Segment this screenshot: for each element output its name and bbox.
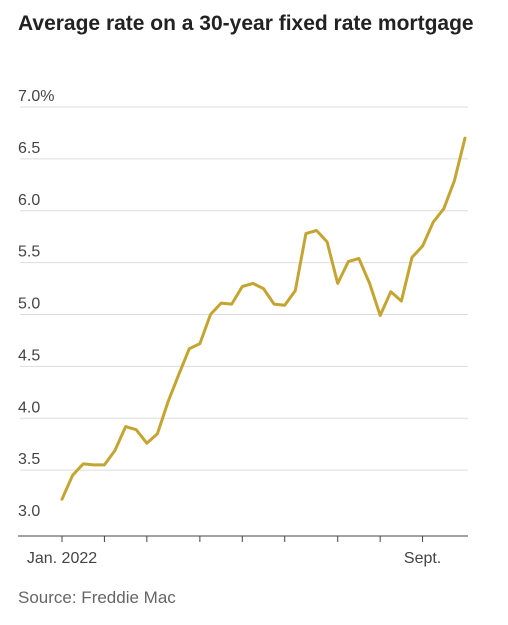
- series-line: [60, 136, 467, 501]
- data-point: [92, 463, 95, 466]
- data-point: [103, 463, 106, 466]
- y-tick-label: 4.5: [18, 347, 40, 364]
- data-point: [61, 498, 64, 501]
- data-point: [368, 282, 371, 285]
- data-point: [209, 313, 212, 316]
- data-point: [379, 314, 382, 317]
- data-point: [357, 257, 360, 260]
- data-point: [336, 282, 339, 285]
- y-tick-label: 3.0: [18, 503, 40, 520]
- x-tick-label: Sept.: [404, 550, 441, 567]
- data-point: [432, 221, 435, 224]
- data-point: [262, 287, 265, 290]
- x-ticks: [61, 536, 424, 542]
- data-point: [220, 302, 223, 305]
- data-point: [304, 232, 307, 235]
- data-point: [326, 240, 329, 243]
- y-tick-label: 5.0: [18, 296, 40, 313]
- y-tick-label: 6.5: [18, 140, 40, 157]
- data-point: [283, 304, 286, 307]
- data-point: [177, 373, 180, 376]
- data-point: [464, 137, 467, 140]
- x-tick-label: Jan. 2022: [27, 550, 97, 567]
- data-point: [124, 425, 127, 428]
- data-point: [453, 179, 456, 182]
- data-point: [167, 400, 170, 403]
- data-point: [71, 474, 74, 477]
- data-point: [135, 428, 138, 431]
- data-point: [230, 303, 233, 306]
- data-point: [273, 303, 276, 306]
- x-tick-labels: Jan. 2022 Sept.: [27, 550, 441, 567]
- y-tick-labels: 7.0% 6.5 6.0 5.5 5.0 4.5 4.0 3.5 3.0: [18, 88, 54, 520]
- y-tick-label: 3.5: [18, 451, 40, 468]
- data-point: [421, 245, 424, 248]
- data-point: [251, 282, 254, 285]
- data-point: [145, 442, 148, 445]
- y-tick-label: 5.5: [18, 244, 40, 261]
- chart-title: Average rate on a 30-year fixed rate mor…: [18, 12, 474, 35]
- data-point: [198, 342, 201, 345]
- data-point: [188, 347, 191, 350]
- data-point: [347, 260, 350, 263]
- source-note: Source: Freddie Mac: [18, 588, 176, 607]
- series-layer: [60, 136, 467, 501]
- data-point: [294, 289, 297, 292]
- data-point: [82, 462, 85, 465]
- data-point: [114, 449, 117, 452]
- data-point: [156, 432, 159, 435]
- y-tick-label: 7.0%: [18, 88, 54, 105]
- y-tick-label: 4.0: [18, 399, 40, 416]
- data-point: [315, 229, 318, 232]
- data-point: [400, 300, 403, 303]
- data-point: [241, 285, 244, 288]
- y-tick-label: 6.0: [18, 192, 40, 209]
- data-point: [442, 207, 445, 210]
- data-point: [389, 290, 392, 293]
- data-point: [411, 256, 414, 259]
- gridlines: [20, 106, 468, 471]
